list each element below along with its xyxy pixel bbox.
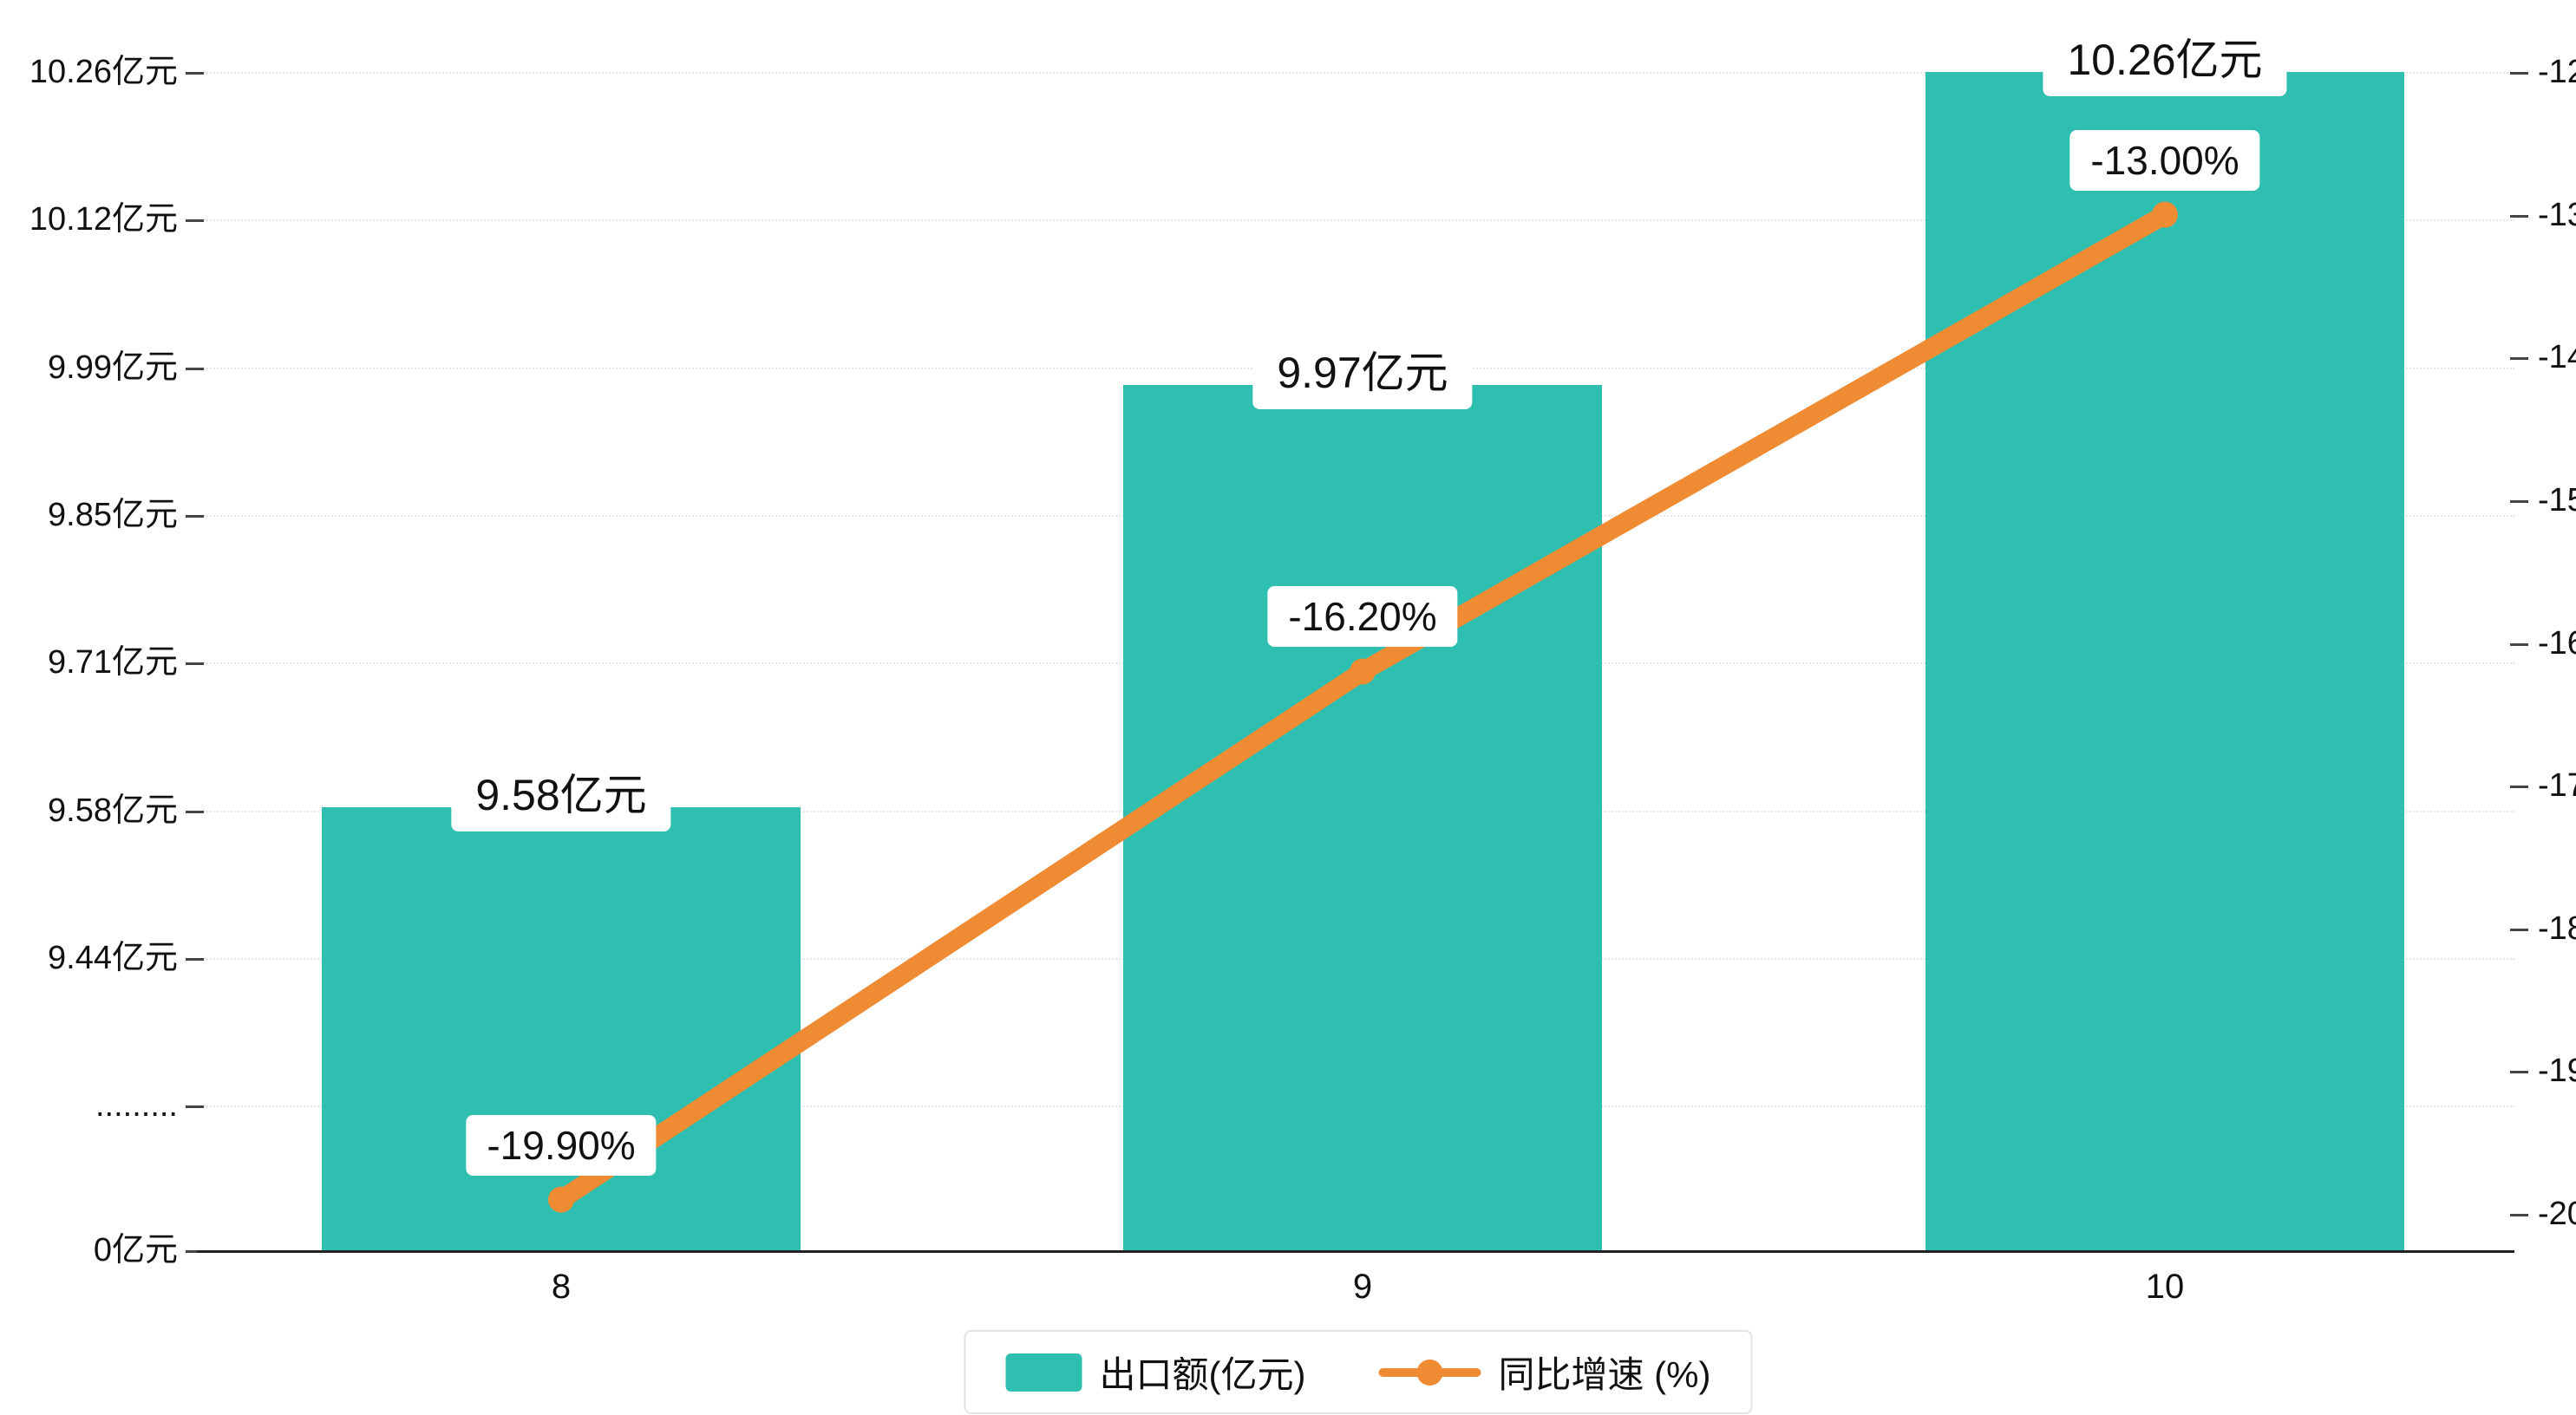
y-axis-left-tick (186, 1105, 204, 1108)
y-axis-left-label: ......... (95, 1087, 178, 1124)
legend-line-dot-icon (1378, 1359, 1481, 1386)
x-axis-line (197, 1250, 2514, 1253)
y-axis-right-label: -13 (2538, 196, 2576, 233)
legend-item-bars[interactable]: 出口额(亿元) (1005, 1346, 1306, 1399)
y-axis-right-tick (2510, 357, 2528, 361)
y-axis-right-label: -12 (2538, 54, 2576, 90)
y-axis-right-tick (2510, 642, 2528, 646)
y-axis-left-label: 0亿元 (93, 1232, 178, 1268)
bar-value-label: 10.26亿元 (2043, 20, 2287, 96)
y-axis-left-tick (186, 957, 204, 961)
legend-line-dot (1416, 1359, 1443, 1386)
y-axis-right-label: -16 (2538, 624, 2576, 662)
y-axis-right-tick (2510, 72, 2528, 75)
legend-label: 同比增速 (%) (1498, 1354, 1711, 1395)
gridline (204, 219, 2514, 222)
y-axis-left-label: 9.44亿元 (48, 939, 178, 976)
y-axis-right-label: -19 (2538, 1053, 2576, 1090)
bar-month-8[interactable] (322, 806, 801, 1250)
x-axis-label: 10 (2145, 1268, 2185, 1306)
y-axis-left-label: 10.12亿元 (29, 201, 178, 238)
y-axis-right-tick (2510, 786, 2528, 789)
y-axis-left-tick (186, 72, 204, 75)
legend-label: 出口额(亿元) (1099, 1354, 1306, 1395)
line-value-label: -19.90% (466, 1114, 657, 1176)
y-axis-right-label: -15 (2538, 481, 2576, 518)
y-axis-left-label: 9.58亿元 (48, 792, 178, 829)
y-axis-left-label: 9.85亿元 (48, 496, 178, 533)
y-axis-left-tick (186, 810, 204, 813)
growth-line-point (1350, 658, 1376, 685)
line-value-label: -13.00% (2069, 129, 2260, 191)
y-axis-left-tick (186, 662, 204, 666)
y-axis-right-tick (2510, 499, 2528, 503)
y-axis-right-label: -20 (2538, 1196, 2576, 1233)
y-axis-right-label: -17 (2538, 767, 2576, 805)
legend-bar-swatch-icon (1005, 1353, 1082, 1392)
x-axis-label: 8 (551, 1268, 572, 1306)
bar-value-label: 9.97亿元 (1252, 333, 1473, 410)
x-axis-label: 9 (1352, 1268, 1373, 1306)
legend-item-line[interactable]: 同比增速 (%) (1378, 1346, 1710, 1399)
growth-line-point (548, 1186, 574, 1213)
y-axis-right-tick (2510, 1071, 2528, 1074)
bar-month-9[interactable] (1123, 385, 1602, 1250)
y-axis-left-tick (186, 219, 204, 223)
line-value-label: -16.20% (1267, 586, 1458, 648)
bar-value-label: 9.58亿元 (451, 754, 671, 831)
bar-month-10[interactable] (1925, 72, 2404, 1250)
y-axis-left-label: 9.99亿元 (48, 349, 178, 386)
y-axis-left-tick (186, 1250, 204, 1253)
y-axis-left-tick (186, 367, 204, 370)
legend: 出口额(亿元) 同比增速 (%) (964, 1330, 1753, 1414)
y-axis-right-tick (2510, 214, 2528, 218)
gridline (204, 72, 2514, 74)
y-axis-right-label: -14 (2538, 339, 2576, 376)
growth-line-point (2152, 201, 2178, 228)
y-axis-left-tick (186, 514, 204, 518)
y-axis-left-label: 10.26亿元 (29, 54, 178, 90)
y-axis-right-tick (2510, 1214, 2528, 1217)
y-axis-right-tick (2510, 928, 2528, 931)
y-axis-right-label: -18 (2538, 910, 2576, 947)
y-axis-left-label: 9.71亿元 (48, 644, 178, 681)
